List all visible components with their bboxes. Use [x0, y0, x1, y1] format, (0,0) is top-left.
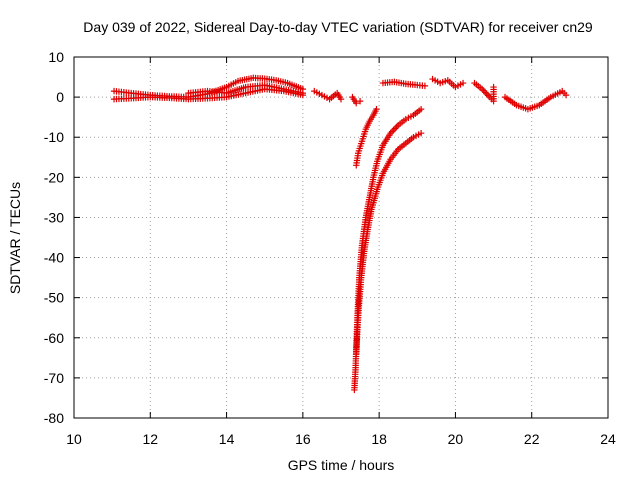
x-tick-label: 20 [448, 431, 464, 447]
y-tick-label: -70 [44, 370, 64, 386]
y-tick-label: -80 [44, 410, 64, 426]
y-tick-label: -20 [44, 169, 64, 185]
y-tick-label: 10 [48, 49, 64, 65]
series-segment-18-19 [379, 78, 429, 90]
y-tick-label: -50 [44, 290, 64, 306]
y-tick-label: -10 [44, 129, 64, 145]
chart-title: Day 039 of 2022, Sidereal Day-to-day VTE… [83, 19, 593, 35]
data-point [351, 386, 358, 394]
data-point [337, 95, 345, 103]
data-point [459, 79, 467, 87]
series-segment-19-20 [429, 75, 467, 91]
data-point [299, 89, 307, 97]
x-tick-label: 16 [295, 431, 311, 447]
x-tick-label: 24 [600, 431, 616, 447]
x-tick-label: 10 [66, 431, 82, 447]
plot-frame [73, 56, 609, 419]
x-tick-label: 18 [371, 431, 387, 447]
series-gap-cluster-b [349, 93, 364, 107]
series-dip-3 [353, 130, 425, 358]
data-point [353, 162, 360, 169]
data-point-fill [391, 125, 399, 132]
x-tick-label: 22 [524, 431, 540, 447]
tick-layer: 10 12 14 16 18 20 22 24 10 0 -10 -20 -30 -40 -50 -60 -70… [44, 49, 616, 447]
series-segment-20-21 [471, 79, 497, 105]
data-point-fill [481, 89, 489, 96]
y-tick-label: -60 [44, 330, 64, 346]
data-point-fill [390, 126, 397, 134]
y-tick-label: 0 [56, 89, 64, 105]
data-point [353, 350, 360, 358]
series-dip-1 [353, 105, 380, 169]
data-point-fill [480, 87, 487, 94]
data-point [562, 91, 570, 99]
x-tick-label: 12 [142, 431, 158, 447]
series-gap-cluster-a [311, 87, 345, 103]
x-axis-label: GPS time / hours [288, 457, 395, 473]
data-point [490, 83, 497, 91]
data-points-layer [110, 74, 570, 394]
data-point-fill [485, 92, 492, 99]
y-tick-label: -40 [44, 250, 64, 266]
grid-layer [73, 56, 609, 419]
data-point [356, 97, 364, 105]
series-segment-21-23 [501, 87, 570, 113]
series-band-3 [185, 81, 307, 97]
data-point [421, 82, 429, 90]
y-axis-label: SDTVAR / TECUs [7, 182, 23, 294]
x-tick-label: 14 [219, 431, 235, 447]
data-point-fill [483, 90, 490, 98]
y-tick-label: -30 [44, 209, 64, 225]
data-point [353, 99, 360, 107]
data-point-fill [393, 123, 400, 130]
